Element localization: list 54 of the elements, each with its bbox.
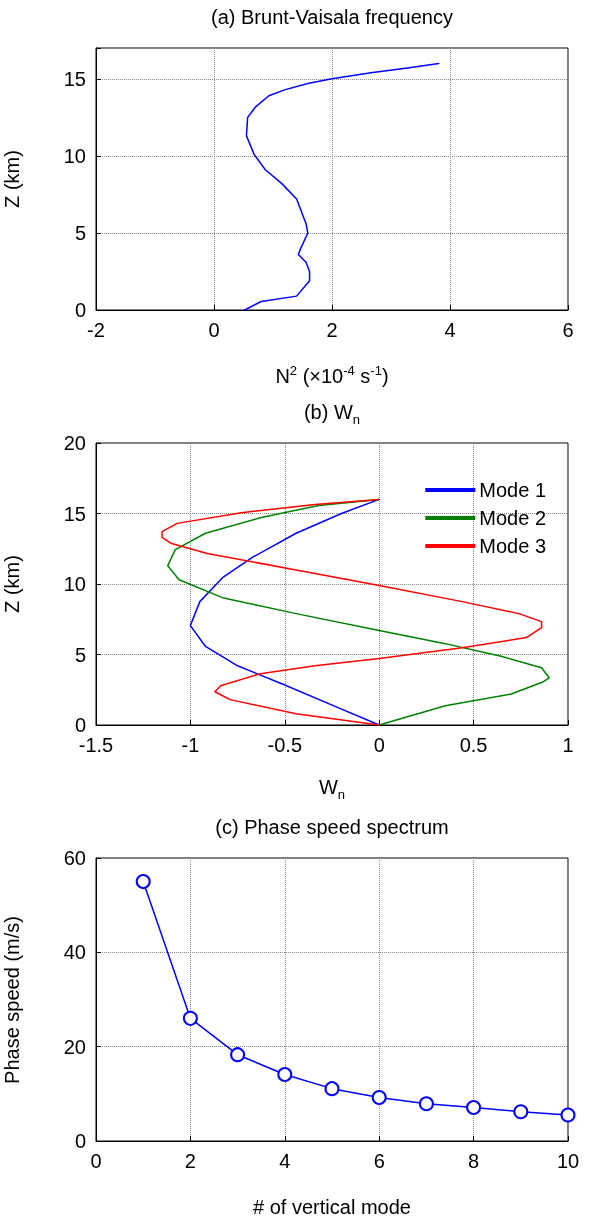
y-tick-label: 15: [63, 502, 86, 525]
x-axis-title: # of vertical mode: [252, 1196, 412, 1218]
chart-title: (a) Brunt-Vaisala frequency: [210, 6, 454, 28]
x-tick-label: 4: [279, 1150, 291, 1172]
y-axis-title: Z (km): [1, 555, 23, 613]
chart-title: (c) Phase speed spectrum: [214, 816, 450, 838]
y-tick-label: 5: [74, 221, 86, 244]
x-tick-label: 6: [562, 319, 574, 341]
x-tick-label: 4: [444, 319, 456, 341]
line-series: [243, 62, 440, 311]
x-axis-title: N$^{2}$ (×10$^{-4}$ s$^{-1}$): [274, 363, 390, 387]
x-tick-label: 8: [468, 1150, 480, 1172]
legend-label: Mode 1: [479, 479, 547, 501]
point: [277, 1067, 293, 1082]
point: [466, 1100, 482, 1116]
point: [324, 1081, 340, 1097]
line-series: [189, 498, 380, 726]
y-tick-label: 0: [74, 1130, 86, 1152]
x-tick-label: -2: [87, 319, 105, 341]
x-tick-label: -1: [181, 734, 200, 756]
point: [513, 1104, 529, 1120]
y-tick-label: 0: [74, 714, 86, 736]
x-tick-label: 2: [326, 319, 338, 341]
x-tick-label: 0: [373, 734, 385, 756]
y-tick-label: 0: [74, 299, 86, 321]
y-tick-label: 5: [74, 643, 86, 666]
x-tick-label: 6: [373, 1150, 385, 1172]
y-tick-label: 20: [63, 432, 86, 454]
point: [371, 1090, 387, 1106]
y-tick-label: 15: [63, 67, 86, 90]
point: [418, 1096, 434, 1112]
y-tick-label: 40: [63, 941, 86, 964]
y-tick-label: 10: [63, 144, 86, 167]
x-tick-label: 0.5: [459, 734, 488, 756]
x-tick-label: -0.5: [267, 734, 303, 756]
point: [135, 874, 151, 890]
y-tick-label: 10: [63, 573, 86, 595]
x-tick-label: -1.5: [78, 734, 114, 756]
y-tick-label: 20: [63, 1035, 86, 1058]
x-tick-label: 0: [90, 1150, 102, 1172]
y-tick-label: 60: [63, 847, 86, 869]
x-tick-label: 2: [184, 1150, 196, 1172]
y-axis-title: Phase speed (m/s): [1, 915, 23, 1084]
x-axis-title: W$_{n}$: [317, 775, 347, 802]
x-tick-label: 10: [556, 1150, 580, 1172]
point: [230, 1047, 246, 1063]
x-tick-label: 1: [562, 734, 574, 756]
y-axis-title: Z (km): [1, 150, 23, 208]
legend-label: Mode 3: [479, 535, 547, 557]
point: [560, 1107, 576, 1123]
x-tick-label: 0: [208, 319, 220, 341]
chart-title: (b) W$_{n}$: [302, 401, 362, 428]
legend-label: Mode 2: [479, 507, 547, 529]
point: [182, 1010, 198, 1026]
